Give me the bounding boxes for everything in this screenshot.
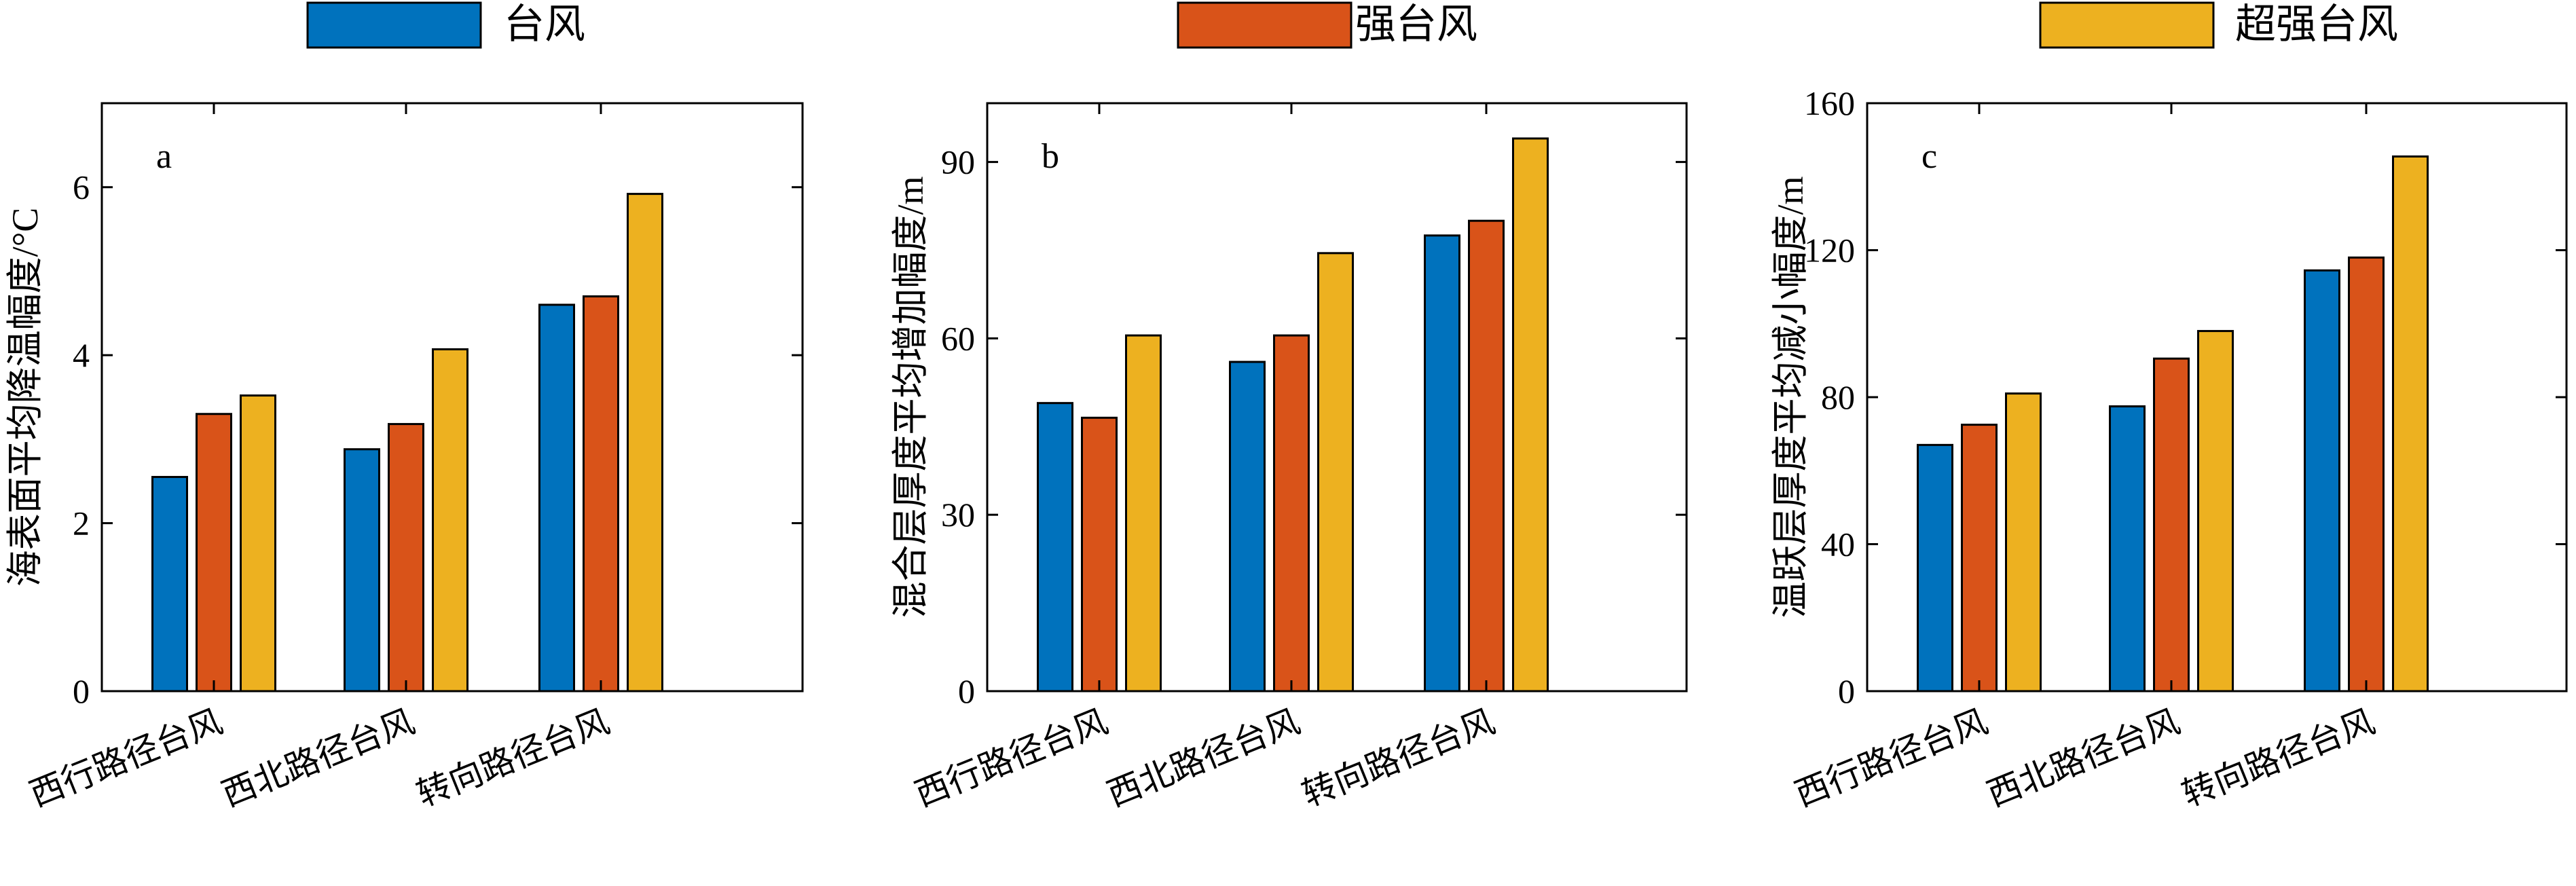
y-axis-title: 海表面平均降温幅度/°C xyxy=(5,208,45,587)
x-tick-label: 转向路径台风 xyxy=(2177,702,2380,813)
y-tick-label: 6 xyxy=(73,168,90,206)
legend-label: 超强台风 xyxy=(2235,2,2398,47)
x-tick-label: 转向路径台风 xyxy=(1297,702,1500,813)
bar xyxy=(240,394,276,693)
bar xyxy=(2304,269,2340,693)
x-tick-label: 西北路径台风 xyxy=(1102,702,1305,813)
bar xyxy=(1317,252,1354,693)
chart-panels: 0246西行路径台风西北路径台风转向路径台风a海表面平均降温幅度/°C03060… xyxy=(5,84,2568,814)
bar xyxy=(2153,357,2190,693)
bar xyxy=(1468,219,1505,693)
bar xyxy=(2348,256,2385,693)
legend-swatch xyxy=(1177,1,1353,49)
legend-swatch xyxy=(306,1,482,49)
y-axis-title: 温跃层厚度平均减小幅度/m xyxy=(1770,176,1811,618)
bar xyxy=(1273,334,1310,693)
y-tick-label: 0 xyxy=(958,672,975,710)
x-tick-label: 西行路径台风 xyxy=(1790,702,1993,813)
x-tick-label: 西北路径台风 xyxy=(1982,702,2185,813)
legend-item: 台风 xyxy=(306,1,585,49)
bar xyxy=(1961,424,1998,693)
legend-item: 强台风 xyxy=(1177,1,1477,49)
y-tick-label: 160 xyxy=(1804,84,1855,122)
y-tick-label: 40 xyxy=(1821,525,1855,564)
bar xyxy=(2197,330,2234,693)
bar xyxy=(1125,334,1162,693)
bar xyxy=(1917,443,1953,693)
bar xyxy=(151,476,188,693)
legend-swatch xyxy=(2039,1,2215,49)
panel-letter: b xyxy=(1042,137,1059,176)
panel-letter: a xyxy=(156,137,172,176)
bar xyxy=(2392,155,2429,693)
x-tick-label: 西行路径台风 xyxy=(24,702,227,813)
bar xyxy=(1424,234,1460,693)
legend: 台风 强台风 超强台风 xyxy=(306,1,2398,49)
bar xyxy=(583,295,619,693)
y-tick-label: 30 xyxy=(941,496,975,534)
bar xyxy=(2109,405,2146,693)
y-tick-label: 0 xyxy=(1838,672,1855,710)
bar xyxy=(627,193,663,693)
bar xyxy=(344,448,380,693)
bar xyxy=(538,303,575,693)
x-tick-label: 转向路径台风 xyxy=(411,702,614,813)
y-tick-label: 4 xyxy=(73,336,90,374)
bar xyxy=(388,423,424,693)
bar xyxy=(1229,361,1266,693)
legend-label: 台风 xyxy=(504,2,585,47)
y-tick-label: 60 xyxy=(941,319,975,357)
y-tick-label: 90 xyxy=(941,143,975,181)
x-tick-label: 西行路径台风 xyxy=(910,702,1113,813)
legend-label: 强台风 xyxy=(1355,2,1477,47)
y-axis-title: 混合层厚度平均增加幅度/m xyxy=(890,176,931,618)
y-tick-label: 0 xyxy=(73,672,90,710)
panel-letter: c xyxy=(1921,137,1937,176)
y-tick-label: 2 xyxy=(73,504,90,542)
bar xyxy=(1037,402,1073,693)
y-tick-label: 120 xyxy=(1804,232,1855,270)
y-tick-label: 80 xyxy=(1821,378,1855,416)
x-tick-label: 西北路径台风 xyxy=(217,702,420,813)
plot-frame xyxy=(100,102,804,693)
bar xyxy=(1081,416,1118,693)
legend-item: 超强台风 xyxy=(2039,1,2398,49)
bar xyxy=(1512,137,1549,693)
bar xyxy=(432,348,468,693)
bar xyxy=(196,413,232,693)
plot-frame xyxy=(986,102,1688,693)
bar xyxy=(2005,392,2042,693)
